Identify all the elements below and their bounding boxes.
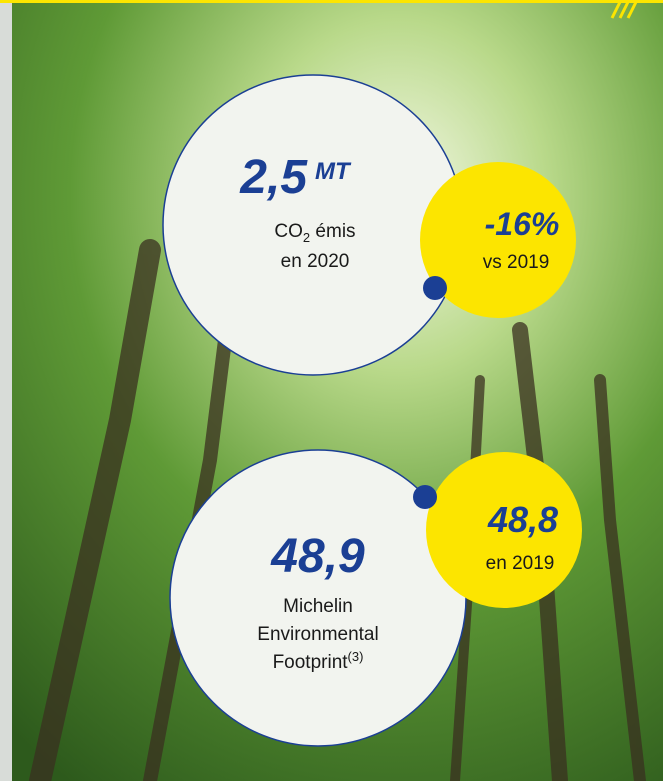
footprint-value: 48,9 — [270, 530, 365, 583]
footprint-line: Footprint(3) — [273, 649, 364, 673]
suffix: émis — [310, 221, 355, 242]
emission-year: en 2020 — [281, 251, 350, 272]
footprint-line: Michelin — [283, 596, 353, 617]
subscript: 2 — [303, 230, 310, 245]
footprint-line: Environmental — [257, 624, 378, 645]
text: Footprint — [273, 652, 349, 673]
footnote: (3) — [348, 649, 364, 664]
connector-dot — [413, 485, 437, 509]
change-label: vs 2019 — [483, 252, 550, 273]
connector-dot — [423, 276, 447, 300]
value: 2,5 — [239, 151, 308, 204]
previous-value: 48,8 — [487, 499, 558, 540]
top-line — [0, 0, 663, 3]
change-value: -16% — [485, 206, 560, 242]
brand-marks — [610, 1, 638, 19]
left-strip — [0, 0, 12, 781]
change-circle — [420, 162, 576, 318]
emission-label: CO2 émis — [274, 221, 355, 245]
previous-label: en 2019 — [486, 553, 555, 574]
co: CO — [274, 221, 303, 242]
previous-circle — [426, 452, 582, 608]
emission-value: 2,5 MT — [239, 151, 352, 204]
unit: MT — [315, 158, 352, 185]
